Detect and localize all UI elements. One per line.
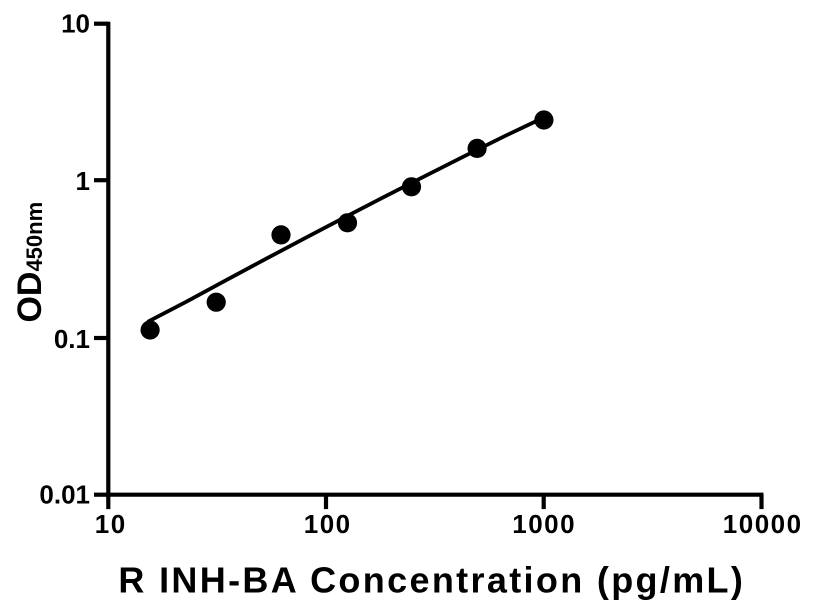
svg-text:0.01: 0.01 [39,480,90,510]
svg-text:10: 10 [61,9,90,39]
svg-text:0.1: 0.1 [54,324,90,354]
svg-text:1000: 1000 [512,509,576,539]
svg-text:10000: 10000 [723,509,803,539]
svg-text:10: 10 [95,509,127,539]
svg-text:OD450nm: OD450nm [11,202,49,323]
svg-text:R INH-BA Concentration (pg/mL): R INH-BA Concentration (pg/mL) [118,560,745,601]
svg-text:1: 1 [76,166,90,196]
svg-text:100: 100 [304,509,352,539]
